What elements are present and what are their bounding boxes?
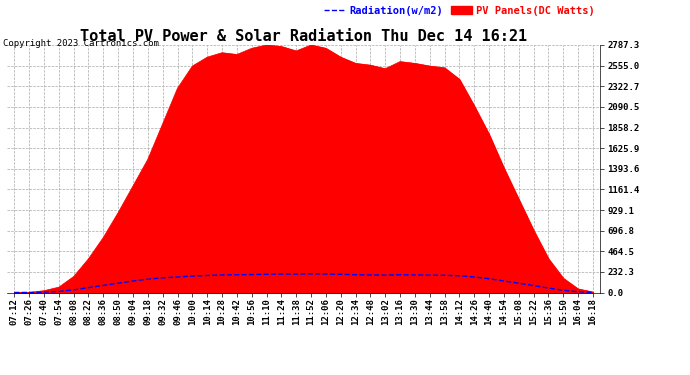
- Text: Copyright 2023 Cartronics.com: Copyright 2023 Cartronics.com: [3, 39, 159, 48]
- Legend: Radiation(w/m2), PV Panels(DC Watts): Radiation(w/m2), PV Panels(DC Watts): [324, 6, 595, 16]
- Title: Total PV Power & Solar Radiation Thu Dec 14 16:21: Total PV Power & Solar Radiation Thu Dec…: [80, 29, 527, 44]
